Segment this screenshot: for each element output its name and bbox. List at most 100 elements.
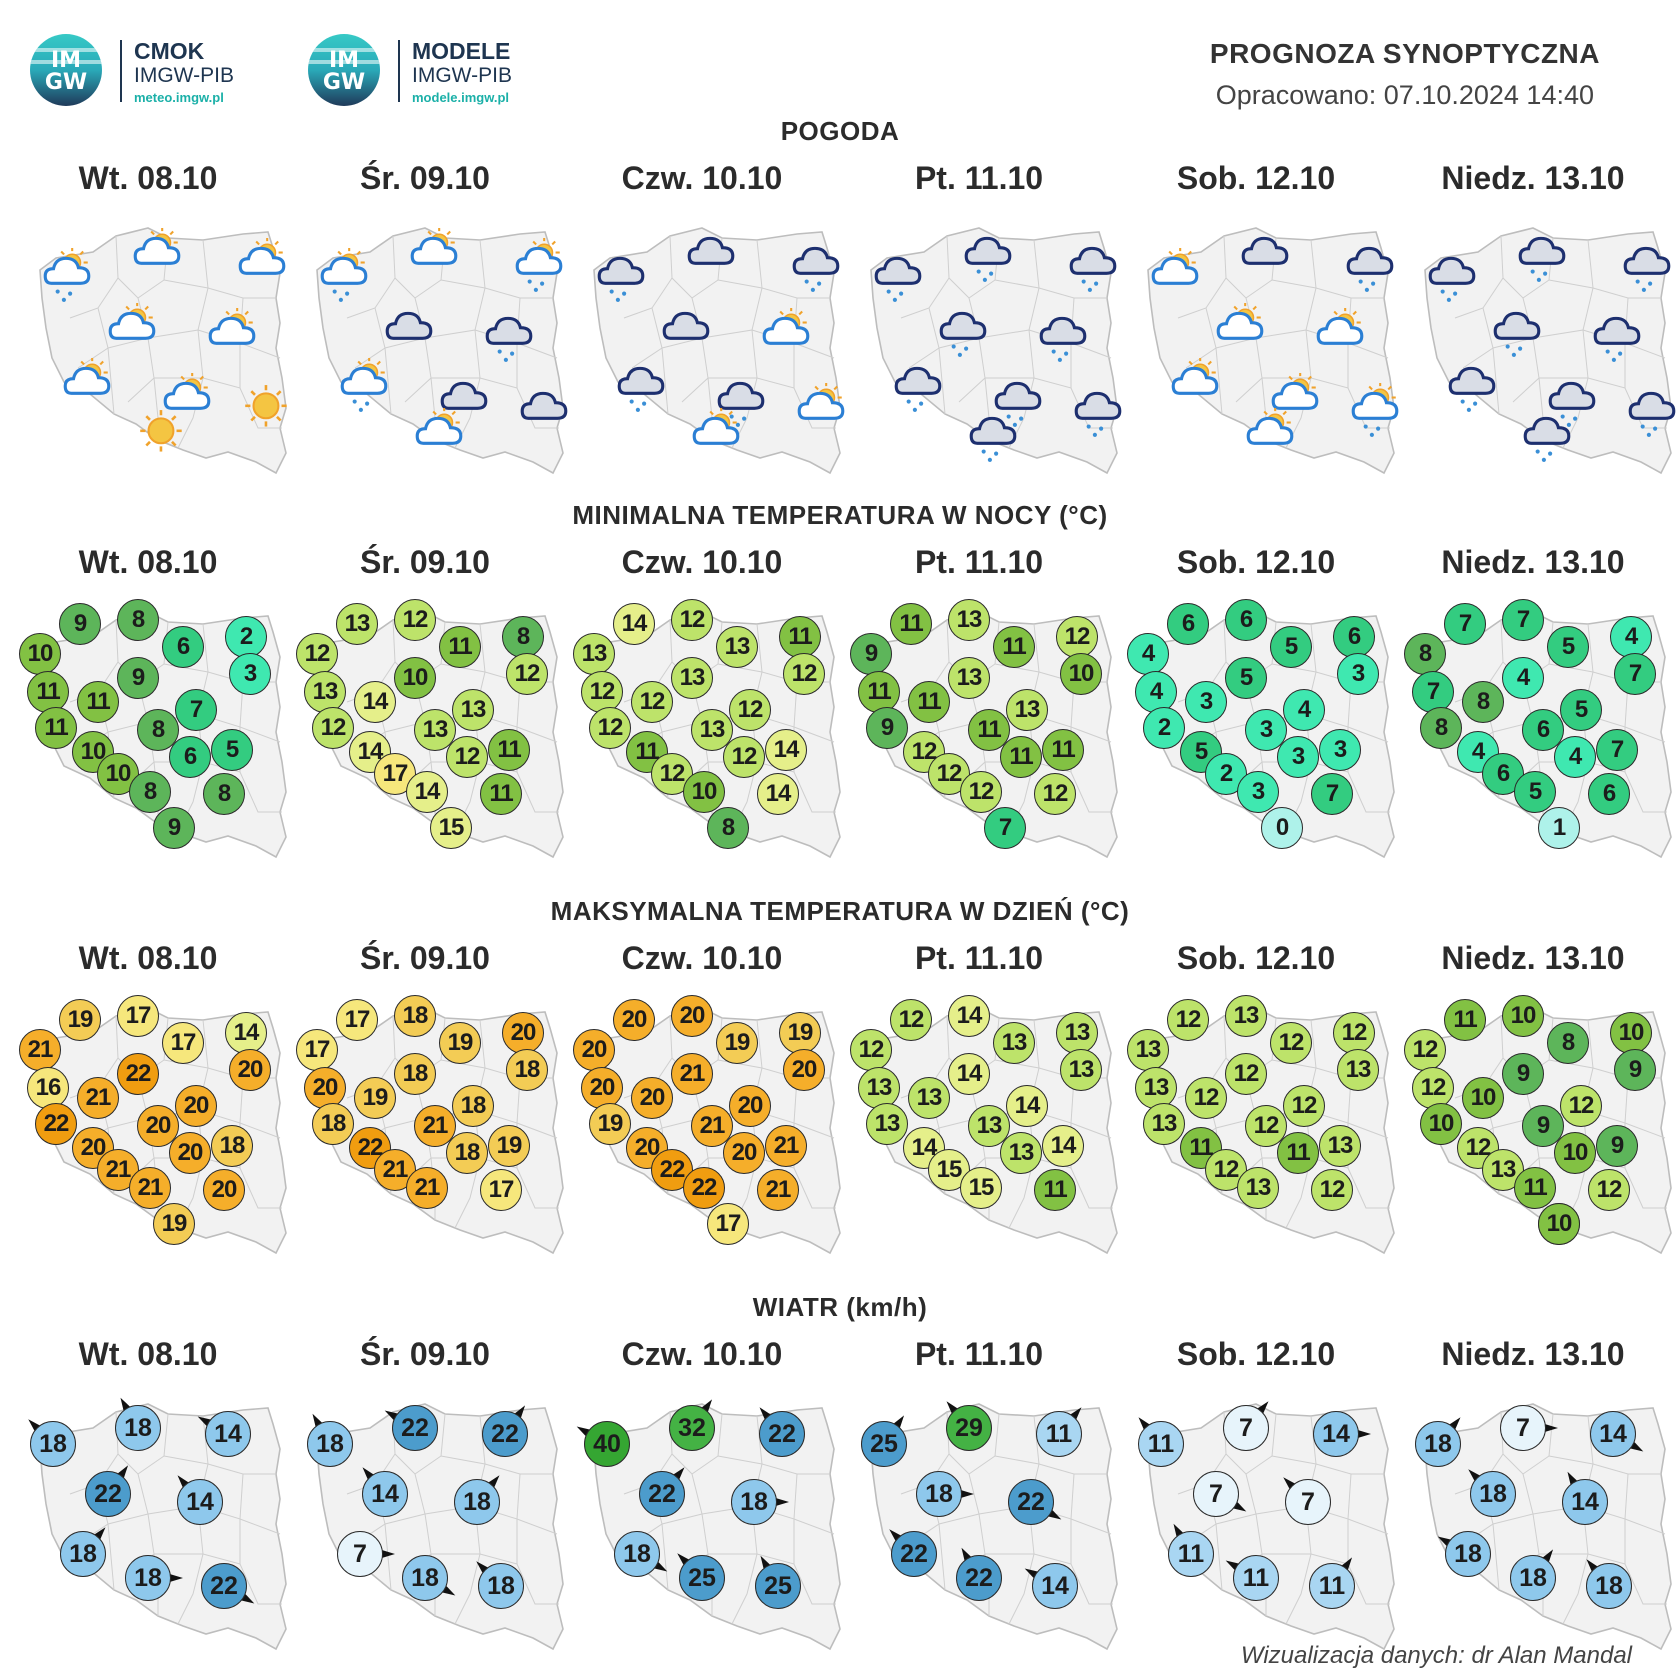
wind-speed: 14 (1590, 1411, 1636, 1457)
day-label: Sob. 12.10 (1176, 1336, 1336, 1372)
temp-marker: 2 (1143, 707, 1185, 749)
temp-marker: 12 (1588, 1169, 1630, 1211)
wind-marker: 18 (125, 1555, 183, 1601)
temp-marker: 7 (1444, 603, 1486, 645)
temp-marker: 19 (779, 1012, 821, 1054)
wind-marker: 18 (614, 1531, 671, 1577)
temp-marker: 10 (683, 771, 725, 813)
logo-site[interactable]: modele.imgw.pl (412, 90, 510, 105)
temp-marker: 12 (446, 736, 488, 778)
temp-marker: 3 (1185, 681, 1227, 723)
day-label: Wt. 08.10 (78, 160, 218, 196)
temp-marker: 15 (960, 1167, 1002, 1209)
temp-marker: 21 (129, 1167, 171, 1209)
temp-marker: 3 (1319, 729, 1361, 771)
wind-speed: 25 (755, 1563, 801, 1609)
temp-marker: 20 (229, 1049, 271, 1091)
wind-marker: 14 (172, 1471, 223, 1525)
temp-marker: 2 (225, 616, 267, 658)
temp-marker: 14 (613, 603, 655, 645)
temp-marker: 7 (1596, 729, 1638, 771)
wind-speed: 22 (956, 1555, 1002, 1601)
wind-marker: 18 (1510, 1545, 1558, 1601)
temp-marker: 6 (1225, 599, 1267, 641)
wind-speed: 18 (454, 1479, 500, 1525)
wind-marker: 18 (1464, 1465, 1516, 1517)
temp-marker: 8 (1547, 1022, 1589, 1064)
logo-site[interactable]: meteo.imgw.pl (134, 90, 224, 105)
temp-marker: 4 (1283, 689, 1325, 731)
wind-marker: 11 (1133, 1413, 1184, 1467)
temp-marker: 19 (488, 1125, 530, 1167)
wind-marker: 22 (956, 1544, 1002, 1601)
wind-marker: 22 (885, 1525, 937, 1577)
temp-marker: 11 (1034, 1169, 1076, 1211)
wind-speed: 7 (1193, 1471, 1239, 1517)
temp-marker: 13 (1143, 1103, 1185, 1145)
temp-marker: 13 (948, 657, 990, 699)
temp-marker: 3 (229, 653, 271, 695)
temp-marker: 13 (336, 603, 378, 645)
logo-name: MODELE (412, 38, 511, 64)
temp-marker: 17 (117, 995, 159, 1037)
logo-mark: IM GW (322, 48, 366, 95)
temp-marker: 9 (117, 657, 159, 699)
wind-speed: 25 (679, 1555, 725, 1601)
temp-marker: 7 (175, 689, 217, 731)
wind-marker: 18 (1415, 1413, 1466, 1467)
temp-marker: 13 (452, 689, 494, 731)
temp-marker: 22 (349, 1127, 391, 1169)
temp-marker: 7 (1412, 671, 1454, 713)
temp-marker: 8 (502, 616, 544, 658)
wind-speed: 18 (1415, 1421, 1461, 1467)
day-label: Wt. 08.10 (78, 940, 218, 976)
temp-marker: 12 (890, 999, 932, 1041)
temp-marker: 5 (1514, 771, 1556, 813)
wind-marker: 18 (1581, 1555, 1632, 1609)
wind-map: 18 18 14 22 14 18 18 22 (18, 1394, 293, 1654)
day-label: Czw. 10.10 (621, 544, 783, 580)
day-label: Śr. 09.10 (360, 1336, 490, 1372)
temp-marker: 11 (35, 707, 77, 749)
weather-map (1403, 218, 1678, 478)
temp-marker: 3 (1277, 736, 1319, 778)
temp-marker: 3 (1245, 709, 1287, 751)
temp-marker: 19 (59, 999, 101, 1041)
wind-marker: 22 (754, 1403, 805, 1457)
day-label: Pt. 11.10 (914, 940, 1044, 976)
wind-marker: 29 (941, 1397, 992, 1451)
temp-marker: 12 (729, 689, 771, 731)
wind-speed: 14 (1032, 1563, 1078, 1609)
temp-marker: 6 (169, 736, 211, 778)
wind-marker: 18 (916, 1471, 974, 1517)
wind-marker: 7 (337, 1531, 395, 1577)
temp-marker: 15 (430, 807, 472, 849)
wind-marker: 14 (1021, 1563, 1078, 1609)
temp-marker: 12 (1311, 1169, 1353, 1211)
wind-speed: 7 (1500, 1405, 1546, 1451)
temp-marker: 12 (631, 681, 673, 723)
temp-marker: 14 (225, 1012, 267, 1054)
wind-speed: 18 (916, 1471, 962, 1517)
temp-marker: 4 (1554, 736, 1596, 778)
wind-marker: 22 (381, 1405, 438, 1451)
temp-marker: 7 (1311, 773, 1353, 815)
temp-marker: 10 (97, 753, 139, 795)
temp-marker: 14 (1042, 1125, 1084, 1167)
temp-marker: 11 (488, 729, 530, 771)
wind-marker: 22 (639, 1463, 690, 1517)
logo-org: IMGW-PIB (134, 64, 234, 87)
section-title-tmin: MINIMALNA TEMPERATURA W NOCY (°C) (572, 500, 1108, 530)
day-label: Wt. 08.10 (78, 1336, 218, 1372)
temp-marker: 12 (1167, 999, 1209, 1041)
temp-marker: 10 (19, 633, 61, 675)
day-label: Śr. 09.10 (360, 160, 490, 196)
temp-marker: 18 (394, 1053, 436, 1095)
temp-marker: 8 (1404, 633, 1446, 675)
temp-marker: 13 (716, 626, 758, 668)
tmax-map: 11101281012991012109121091311121310 (1403, 995, 1678, 1258)
tmin-map: 13 12 12 11 8 13 10 12 14 13 12 13 14 12 11 17 14 11 15 (295, 599, 570, 862)
temp-marker: 1 (1538, 807, 1580, 849)
weather-map (849, 218, 1124, 478)
temp-marker: 21 (765, 1125, 807, 1167)
